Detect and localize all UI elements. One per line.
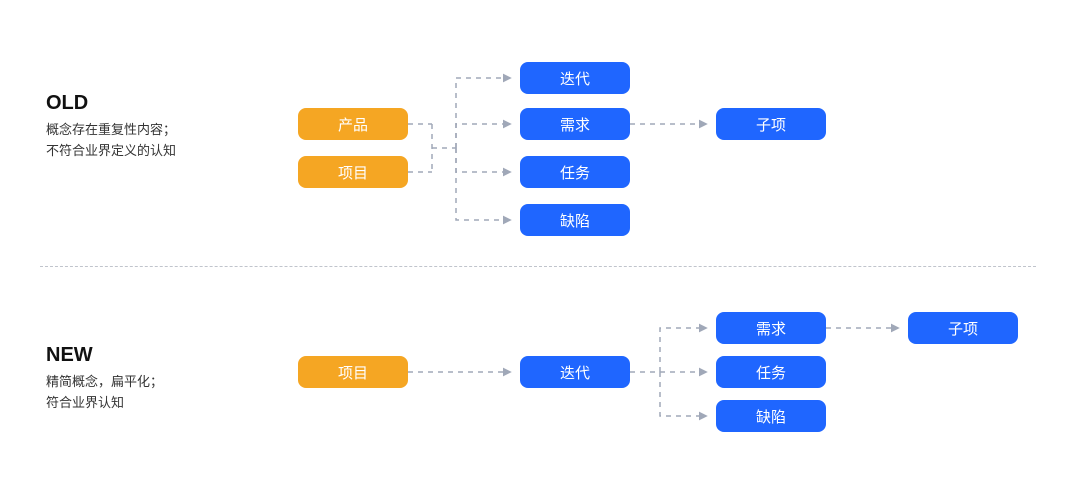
node-old-subitem: 子项 xyxy=(716,108,826,140)
section-divider xyxy=(40,266,1036,267)
node-new-req: 需求 xyxy=(716,312,826,344)
connector-old-merge-out xyxy=(408,124,456,172)
node-old-bug: 缺陷 xyxy=(520,204,630,236)
connector-new-split-bug xyxy=(660,372,706,416)
node-new-bug: 缺陷 xyxy=(716,400,826,432)
node-new-task: 任务 xyxy=(716,356,826,388)
connector-old-split-iter xyxy=(456,78,510,148)
connector-old-split-bug xyxy=(456,148,510,220)
section-title-new: NEW xyxy=(46,344,93,367)
node-old-task: 任务 xyxy=(520,156,630,188)
node-new-project: 项目 xyxy=(298,356,408,388)
node-old-product: 产品 xyxy=(298,108,408,140)
node-old-req: 需求 xyxy=(520,108,630,140)
node-new-subitem: 子项 xyxy=(908,312,1018,344)
node-old-project: 项目 xyxy=(298,156,408,188)
section-title-old: OLD xyxy=(46,92,88,115)
connector-new-split-req xyxy=(660,328,706,372)
connector-old-split-req xyxy=(456,124,510,148)
node-new-iter: 迭代 xyxy=(520,356,630,388)
section-subtitle-old: 概念存在重复性内容； 不符合业界定义的认知 xyxy=(46,120,176,162)
node-old-iter: 迭代 xyxy=(520,62,630,94)
connector-old-split-task xyxy=(456,148,510,172)
diagram-root: OLD 概念存在重复性内容； 不符合业界定义的认知 NEW 精简概念，扁平化； … xyxy=(0,0,1076,500)
section-subtitle-new: 精简概念，扁平化； 符合业界认知 xyxy=(46,372,163,414)
